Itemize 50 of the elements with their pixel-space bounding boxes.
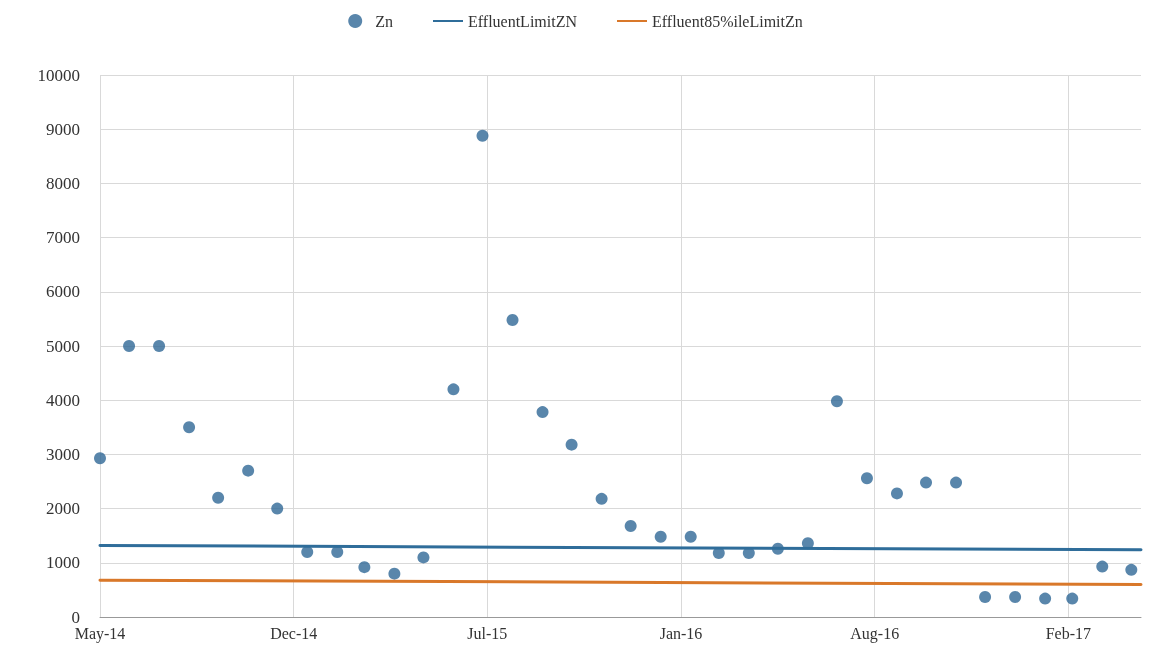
point [1096,560,1109,573]
x-tick-label: Feb-17 [1045,624,1092,642]
point [536,406,549,419]
legend-label: Effluent85%ileLimitZn [652,12,803,30]
point [358,561,371,574]
point [123,340,136,352]
y-tick-label: 1000 [46,553,80,573]
point [476,129,489,142]
point [506,313,519,326]
y-tick-label: 3000 [46,444,80,464]
point [94,452,106,465]
x-tick-label: Jul-15 [467,624,508,642]
y-tick-label: 2000 [46,499,80,519]
point [890,487,903,500]
point [950,476,963,489]
point [271,502,284,515]
y-tick-label: 6000 [46,282,80,302]
point [1125,563,1138,576]
y-tick-label: 5000 [46,336,80,356]
y-tick-label: 8000 [46,173,80,193]
y-tick-label: 4000 [46,390,80,410]
point [183,421,196,434]
y-tick-label: 9000 [46,119,80,139]
point [1039,592,1052,605]
legend-label: EffluentLimitZN [467,12,578,30]
point [242,464,255,477]
legend-label: Zn [375,12,393,30]
point [153,340,166,352]
point [565,438,578,451]
point [684,530,697,543]
point [417,551,430,564]
point [830,395,843,408]
x-tick-label: Aug-16 [850,624,900,643]
point [1009,590,1022,603]
point [979,590,992,603]
point [1066,592,1079,605]
point [388,567,401,580]
point [624,519,637,532]
x-tick-label: May-14 [74,624,126,643]
point [212,491,225,504]
y-tick-label: 10000 [37,65,80,85]
point [447,383,460,396]
y-tick-label: 0 [71,607,80,627]
point [654,530,667,543]
y-tick-label: 7000 [46,228,80,248]
point [920,476,933,489]
x-tick-label: Jan-16 [659,624,703,642]
x-tick-label: Dec-14 [270,624,318,642]
point [595,492,608,505]
point [860,472,873,485]
